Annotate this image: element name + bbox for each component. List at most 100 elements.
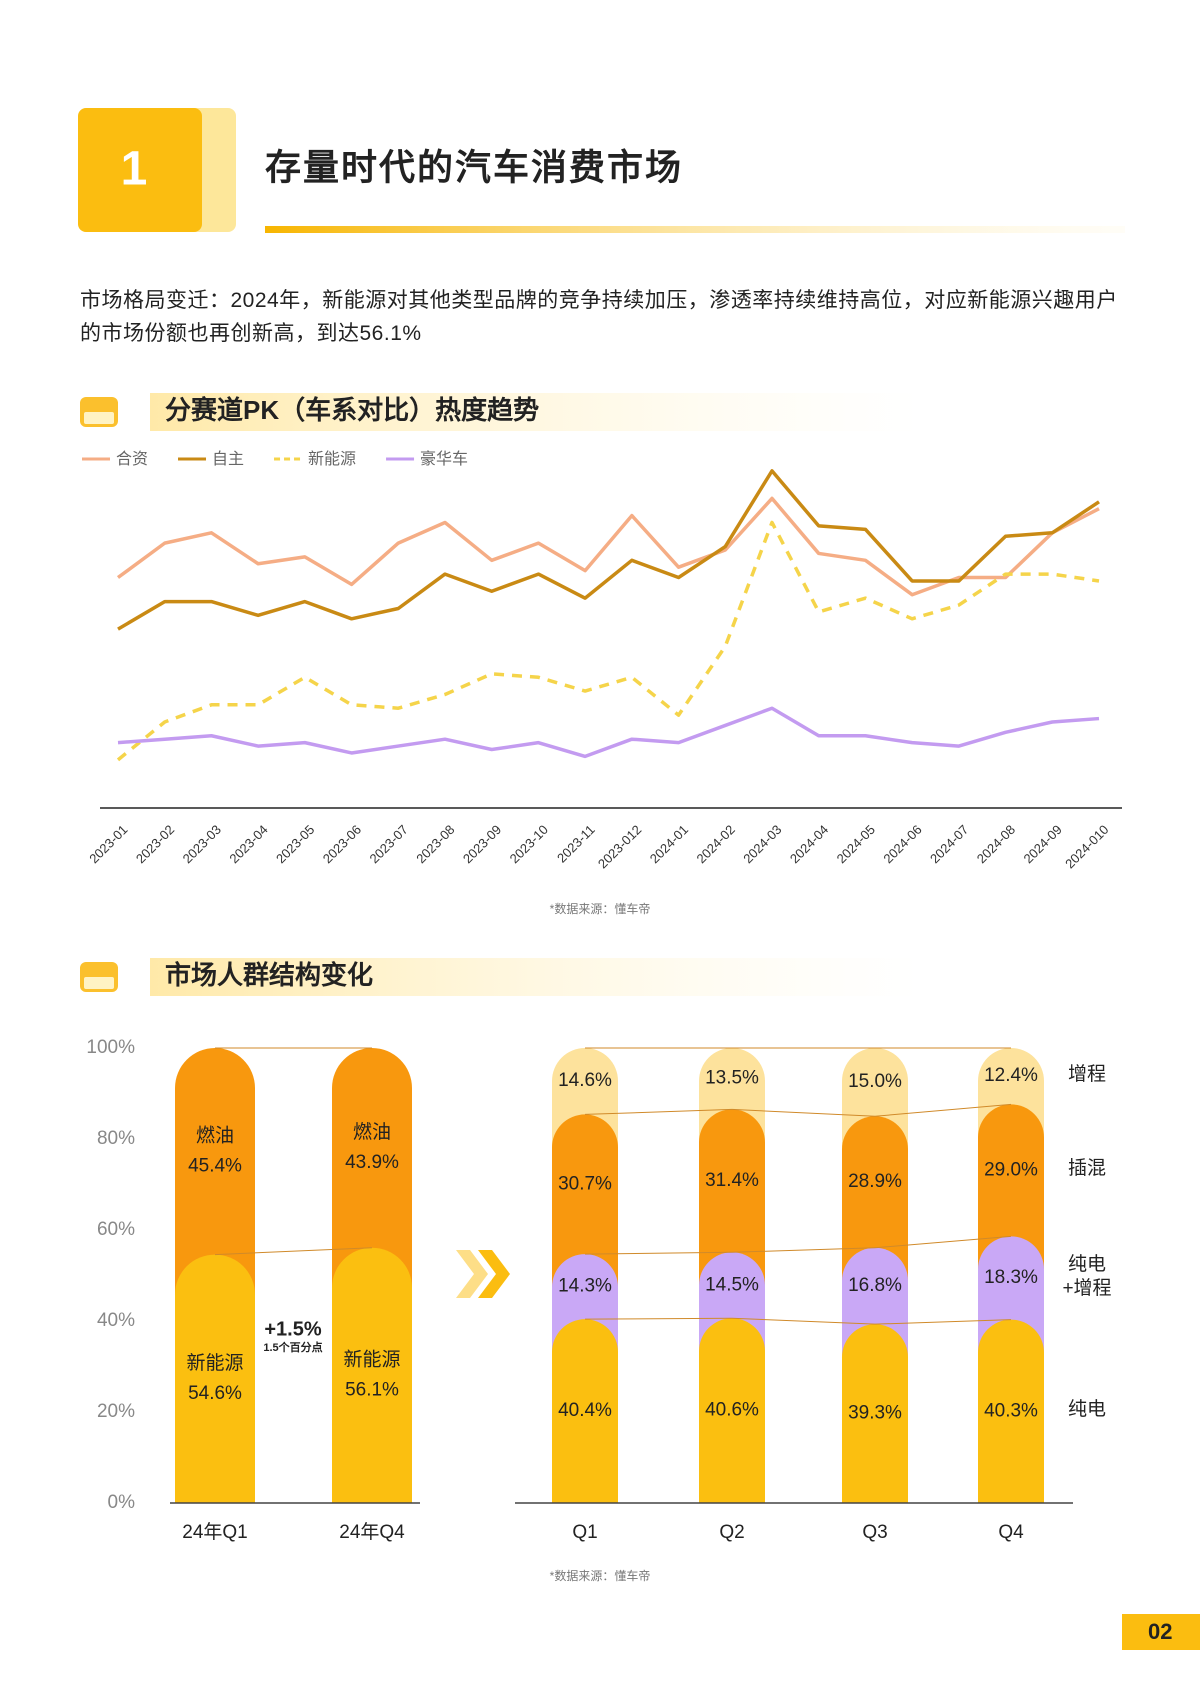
legend-label: 纯电 +增程 bbox=[1062, 1254, 1112, 1299]
value-label: 16.8% bbox=[848, 1275, 902, 1296]
value-label: 40.6% bbox=[705, 1400, 759, 1421]
value-label: 15.0% bbox=[848, 1071, 902, 1092]
y-tick-label: 0% bbox=[108, 1492, 136, 1513]
x-tick-label: 2023-02 bbox=[133, 822, 177, 866]
x-tick-label: 2024-01 bbox=[647, 822, 691, 866]
connector-line bbox=[731, 1317, 876, 1325]
connector-line bbox=[214, 1247, 373, 1256]
legend-label: 增程 bbox=[1067, 1064, 1106, 1086]
x-tick-label: 2024-03 bbox=[740, 822, 784, 866]
x-tick-label: 2024-02 bbox=[693, 822, 737, 866]
bar-segment bbox=[699, 1109, 765, 1286]
source-note: *数据来源：懂车帝 bbox=[550, 901, 651, 916]
arrow-chevrons bbox=[456, 1250, 510, 1298]
connector-line bbox=[874, 1319, 1012, 1325]
legend-label: 新能源 bbox=[308, 450, 356, 468]
intro-text: 市场格局变迁：2024年，新能源对其他类型品牌的竞争持续加压，渗透率持续维持高位… bbox=[80, 289, 1118, 345]
x-tick-label: 2023-06 bbox=[320, 822, 364, 866]
series-line bbox=[116, 496, 1100, 597]
bar-series-label: 新能源 bbox=[343, 1348, 400, 1370]
section-title: 分赛道PK（车系对比）热度趋势 bbox=[165, 395, 539, 425]
connector-line bbox=[731, 1247, 876, 1253]
value-label: 13.5% bbox=[705, 1068, 759, 1089]
bar-segment bbox=[332, 1247, 412, 1503]
header-underline bbox=[265, 226, 1125, 233]
x-tick-label: 24年Q4 bbox=[339, 1521, 405, 1543]
bar-segment bbox=[552, 1319, 618, 1503]
value-label: 12.4% bbox=[984, 1065, 1038, 1086]
x-tick-label: 2023-04 bbox=[226, 822, 270, 866]
bar-segment bbox=[332, 1048, 412, 1288]
bar-series-label: 新能源 bbox=[186, 1352, 243, 1374]
series-line bbox=[117, 706, 1100, 759]
bar-segment bbox=[978, 1236, 1044, 1353]
annotation: +1.5% bbox=[264, 1318, 321, 1340]
x-tick-label: 2023-09 bbox=[460, 822, 504, 866]
connector-line bbox=[874, 1103, 1012, 1117]
x-tick-label: 2023-05 bbox=[273, 822, 317, 866]
bar-segment bbox=[175, 1254, 255, 1503]
bar-series-label: 燃油 bbox=[196, 1124, 234, 1146]
annotation: 1.5个百分点 bbox=[263, 1340, 322, 1354]
bar-segment bbox=[175, 1048, 255, 1295]
x-tick-label: Q4 bbox=[998, 1522, 1024, 1543]
page-number: 02 bbox=[1148, 1619, 1172, 1644]
x-tick-label: 2023-012 bbox=[595, 822, 644, 871]
y-tick-label: 20% bbox=[97, 1401, 135, 1422]
header-title: 存量时代的汽车消费市场 bbox=[265, 147, 683, 188]
legend-label: 插混 bbox=[1067, 1158, 1106, 1180]
value-label: 54.6% bbox=[188, 1383, 242, 1404]
header-badge bbox=[78, 108, 202, 232]
value-label: 45.4% bbox=[188, 1155, 242, 1176]
x-tick-label: 2024-08 bbox=[974, 822, 1018, 866]
section-icon bbox=[80, 397, 118, 427]
value-label: 14.6% bbox=[558, 1070, 612, 1091]
value-label: 29.0% bbox=[984, 1159, 1038, 1180]
value-label: 43.9% bbox=[345, 1152, 399, 1173]
section-band bbox=[150, 393, 920, 431]
legend-label: 合资 bbox=[116, 450, 148, 468]
x-tick-label: Q2 bbox=[719, 1522, 744, 1543]
x-tick-label: 2023-08 bbox=[413, 822, 457, 866]
value-label: 39.3% bbox=[848, 1403, 902, 1424]
x-tick-label: Q1 bbox=[572, 1522, 597, 1543]
y-tick-label: 80% bbox=[97, 1128, 135, 1149]
bar-segment bbox=[842, 1116, 908, 1281]
x-tick-label: 2024-09 bbox=[1020, 822, 1064, 866]
legend-label: 纯电 bbox=[1067, 1399, 1106, 1421]
bar-segment bbox=[699, 1318, 765, 1503]
x-tick-label: 2024-06 bbox=[880, 822, 924, 866]
bar-segment bbox=[978, 1319, 1044, 1503]
x-tick-label: 2023-01 bbox=[86, 822, 130, 866]
value-label: 28.9% bbox=[848, 1171, 902, 1192]
connector-line bbox=[584, 1108, 733, 1115]
x-tick-label: 2024-010 bbox=[1062, 822, 1111, 871]
x-tick-label: 24年Q1 bbox=[182, 1521, 247, 1543]
value-label: 14.3% bbox=[558, 1276, 612, 1297]
x-tick-label: 2023-07 bbox=[366, 822, 410, 866]
bar-series-label: 燃油 bbox=[353, 1121, 391, 1143]
x-tick-label: 2024-04 bbox=[787, 822, 831, 866]
connector-line bbox=[874, 1235, 1012, 1249]
x-tick-label: 2023-11 bbox=[554, 822, 598, 866]
value-label: 30.7% bbox=[558, 1173, 612, 1194]
value-label: 56.1% bbox=[345, 1379, 399, 1400]
series-line bbox=[116, 520, 1100, 762]
series-line bbox=[117, 469, 1100, 631]
y-tick-label: 100% bbox=[86, 1037, 135, 1058]
bar-segment bbox=[978, 1104, 1044, 1270]
value-label: 18.3% bbox=[984, 1267, 1038, 1288]
connector-line bbox=[731, 1108, 876, 1117]
value-label: 40.4% bbox=[558, 1400, 612, 1421]
bar-segment bbox=[552, 1114, 618, 1288]
section-title: 市场人群结构变化 bbox=[165, 960, 373, 990]
x-tick-label: Q3 bbox=[862, 1522, 887, 1543]
page-number-box bbox=[1122, 1614, 1200, 1650]
source-note: *数据来源：懂车帝 bbox=[550, 1568, 651, 1583]
connector-line bbox=[584, 1251, 733, 1255]
x-tick-label: 2024-05 bbox=[834, 822, 878, 866]
x-tick-label: 2023-03 bbox=[180, 822, 224, 866]
x-tick-label: 2024-07 bbox=[927, 822, 971, 866]
